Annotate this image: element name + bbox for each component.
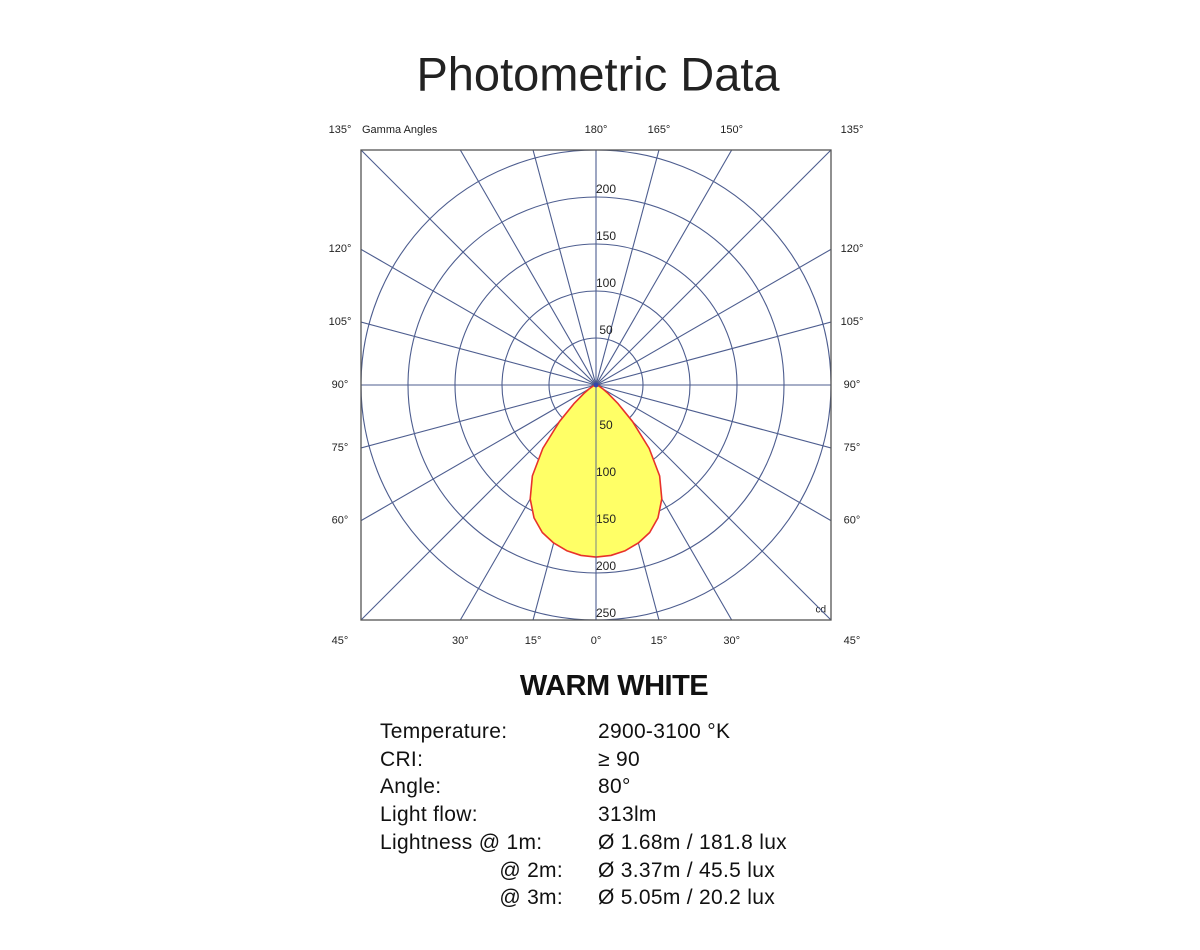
spec-row: Angle: 80° [380, 773, 787, 801]
spec-value: 2900-3100 °K [598, 720, 731, 743]
angle-tick-label: 120° [329, 243, 352, 255]
angle-tick-label: 150° [720, 124, 743, 136]
spec-title: WARM WHITE [519, 670, 709, 702]
grid-spoke [595, 384, 831, 522]
spec-value: 313lm [598, 803, 657, 827]
spec-key: Lightness @ 1m: [380, 830, 543, 854]
grid-spoke [595, 150, 660, 386]
grid-spoke [459, 150, 597, 386]
spec-row: Light flow: 313lm [380, 801, 787, 829]
ring-label: 100 [596, 465, 616, 479]
spec-row: Temperature: 2900-3100 °K [380, 718, 787, 746]
spec-value: Ø 3.37m / 45.5 lux [598, 858, 775, 882]
spec-row: CRI: ≥ 90 [380, 746, 787, 774]
ring-label: 150 [596, 229, 616, 243]
spec-row: @ 2m: Ø 3.37m / 45.5 lux [380, 857, 787, 885]
ring-label: 100 [596, 276, 616, 290]
spec-row: Lightness @ 1m: Ø 1.68m / 181.8 lux [380, 829, 787, 857]
angle-tick-label: 15° [525, 635, 542, 647]
grid-spoke [361, 384, 597, 620]
spec-key: @ 2m: [499, 858, 563, 882]
ring-label: 50 [599, 323, 613, 337]
angle-tick-label: 135° [329, 124, 352, 136]
spacer [563, 746, 598, 774]
angle-tick-label: 120° [841, 243, 864, 255]
spec-key: @ 3m: [499, 886, 563, 910]
spec-key: Angle: [380, 775, 442, 799]
angle-tick-label: 30° [452, 635, 469, 647]
angle-tick-label: 60° [844, 515, 861, 527]
ring-label: 250 [596, 606, 616, 620]
angle-tick-label: 75° [844, 442, 861, 454]
spec-key: CRI: [380, 747, 424, 771]
ring-label: 150 [596, 512, 616, 526]
frame [360, 149, 832, 621]
grid-spoke [361, 248, 597, 386]
ring-label: 50 [599, 418, 613, 432]
grid-spoke [532, 150, 597, 386]
origin [593, 382, 599, 388]
spec-value: ≥ 90 [598, 747, 640, 771]
grid-spoke [595, 384, 831, 620]
spacer [563, 801, 598, 829]
spec-key: Light flow: [380, 803, 478, 827]
ring-label: 200 [596, 559, 616, 573]
spec-row: @ 3m: Ø 5.05m / 20.2 lux [380, 884, 787, 912]
angle-tick-label: 15° [651, 635, 668, 647]
grid-spoke [595, 384, 831, 449]
spacer [563, 718, 598, 746]
angle-tick-label: 30° [723, 635, 740, 647]
angle-tick-label: 90° [844, 379, 861, 391]
grid-spoke [595, 248, 831, 386]
ring-label: 200 [596, 182, 616, 196]
grid-spoke [595, 150, 733, 386]
angle-tick-label: 75° [332, 442, 349, 454]
spacer [563, 884, 598, 912]
angle-tick-label: 105° [841, 316, 864, 328]
spacer [563, 773, 598, 801]
spec-value: 80° [598, 775, 631, 799]
grid-spoke [595, 321, 831, 386]
grid-spoke [361, 384, 597, 522]
angle-tick-label: 45° [332, 635, 349, 647]
spec-key: Temperature: [380, 720, 508, 743]
chart: Photometric Data Gamma Angles cd 5050100… [329, 47, 864, 647]
angle-tick-label: 135° [841, 124, 864, 136]
spacer [563, 857, 598, 885]
grid-spoke [361, 384, 597, 449]
spec-value: Ø 5.05m / 20.2 lux [598, 886, 775, 910]
grid-spoke [595, 150, 831, 386]
chart-title: Photometric Data [416, 47, 780, 100]
axis-title: Gamma Angles [362, 124, 438, 136]
spec-value: Ø 1.68m / 181.8 lux [598, 830, 787, 854]
angle-tick-label: 105° [329, 316, 352, 328]
spacer [563, 829, 598, 857]
angle-tick-label: 0° [591, 635, 602, 647]
angle-tick-label: 90° [332, 379, 349, 391]
spec-table: Temperature: 2900-3100 °K CRI: ≥ 90 Angle: 80… [380, 718, 787, 912]
angle-tick-label: 165° [648, 124, 671, 136]
grid-spoke [361, 150, 597, 386]
angle-tick-label: 45° [844, 635, 861, 647]
angle-tick-label: 180° [585, 124, 608, 136]
grid-spoke [361, 321, 597, 386]
angle-tick-label: 60° [332, 515, 349, 527]
